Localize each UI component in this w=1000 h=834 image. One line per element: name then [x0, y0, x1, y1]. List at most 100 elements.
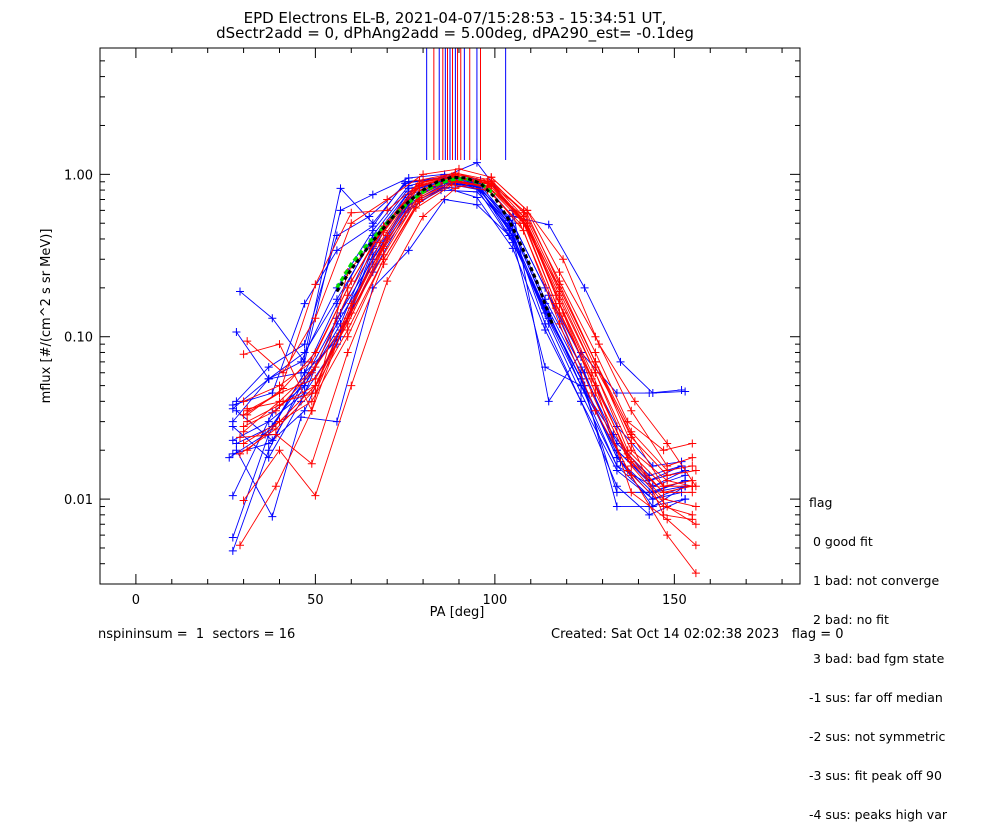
data-point — [577, 397, 586, 406]
data-point — [419, 177, 428, 186]
fit-curve-green — [335, 176, 496, 289]
plot-frame — [99, 47, 801, 585]
y-axis-label: mflux [#/(cm^2 s sr MeV)] — [39, 229, 54, 404]
data-point — [225, 453, 234, 462]
data-point — [275, 417, 284, 426]
flag-legend-entry: -4 sus: peaks high var — [809, 807, 948, 822]
data-point — [347, 219, 356, 228]
data-point — [336, 184, 345, 193]
series-blue-9 — [236, 170, 690, 398]
data-point — [623, 466, 632, 475]
data-point — [591, 368, 600, 377]
data-point — [228, 417, 237, 426]
data-point — [612, 502, 621, 511]
flag-legend: flag 0 good fit 1 bad: not converge 2 ba… — [809, 470, 947, 834]
data-point — [404, 246, 413, 255]
data-point — [228, 546, 237, 555]
data-point — [271, 406, 280, 415]
data-point — [311, 363, 320, 372]
data-point — [311, 314, 320, 323]
footer-right: Created: Sat Oct 14 02:02:38 2023 flag =… — [551, 627, 844, 642]
data-point — [691, 520, 700, 529]
data-point — [541, 283, 550, 292]
data-point — [681, 387, 690, 396]
data-point — [239, 427, 248, 436]
data-point — [681, 495, 690, 504]
flag-legend-entry: 0 good fit — [809, 534, 873, 549]
data-point — [300, 368, 309, 377]
data-point — [268, 314, 277, 323]
data-point — [677, 461, 686, 470]
data-point — [332, 295, 341, 304]
data-point — [236, 449, 244, 458]
data-point — [297, 413, 306, 422]
series-line — [232, 189, 686, 500]
data-point — [243, 417, 252, 426]
data-point — [627, 488, 636, 497]
data-point — [243, 410, 252, 419]
flag-legend-entry: 1 bad: not converge — [809, 573, 940, 588]
data-point — [419, 170, 428, 179]
data-point — [555, 291, 564, 300]
data-point — [236, 433, 244, 442]
series-line — [247, 176, 693, 487]
data-point — [472, 193, 481, 202]
series-line — [246, 168, 697, 487]
data-point — [264, 453, 273, 462]
series-layer — [225, 158, 700, 578]
data-point — [368, 222, 377, 231]
series-red-29 — [236, 177, 697, 491]
data-point — [591, 389, 600, 398]
data-point — [232, 446, 241, 455]
chart-plot: 0 50 100 150 0.01 0.10 1.00 PA [deg] mflux [#/… — [39, 47, 801, 620]
data-point — [663, 439, 672, 448]
data-point — [228, 491, 237, 500]
y-tick-label: 0.01 — [64, 493, 93, 508]
data-point — [343, 291, 352, 300]
series-red-23 — [239, 173, 697, 505]
data-point — [587, 374, 596, 383]
data-point — [307, 389, 316, 398]
data-point — [440, 195, 449, 204]
data-point — [228, 400, 237, 409]
data-point — [383, 195, 392, 204]
data-point — [343, 332, 352, 341]
data-point — [691, 541, 700, 550]
series-blue-15 — [232, 179, 690, 497]
x-tick-label: 0 — [132, 593, 140, 608]
data-point — [691, 569, 700, 578]
data-point — [347, 308, 356, 317]
data-point — [243, 337, 252, 346]
data-point — [383, 277, 392, 286]
data-point — [419, 212, 428, 221]
data-point — [275, 397, 284, 406]
data-point — [555, 299, 564, 308]
data-point — [307, 406, 316, 415]
data-point — [677, 385, 686, 394]
series-line — [232, 182, 682, 467]
data-point — [347, 208, 356, 217]
series-blue-1 — [228, 179, 690, 555]
data-point — [347, 299, 356, 308]
data-point — [659, 446, 668, 455]
series-line — [243, 176, 693, 501]
series-line — [239, 173, 686, 394]
series-line — [246, 176, 696, 476]
x-tick-label: 150 — [662, 593, 687, 608]
data-point — [311, 348, 320, 357]
data-point — [347, 381, 356, 390]
data-point — [688, 482, 697, 491]
data-point — [688, 461, 697, 470]
flag-legend-entry: 2 bad: no fit — [809, 612, 889, 627]
data-point — [659, 482, 668, 491]
data-point — [239, 397, 248, 406]
footer-left: nspininsum = 1 sectors = 16 — [98, 627, 296, 642]
data-point — [612, 461, 621, 470]
data-point — [627, 471, 636, 480]
data-point — [623, 446, 632, 455]
data-point — [544, 220, 553, 229]
data-point — [268, 436, 277, 445]
data-point — [239, 439, 248, 448]
data-point — [383, 206, 392, 215]
series-blue-11 — [228, 173, 690, 497]
